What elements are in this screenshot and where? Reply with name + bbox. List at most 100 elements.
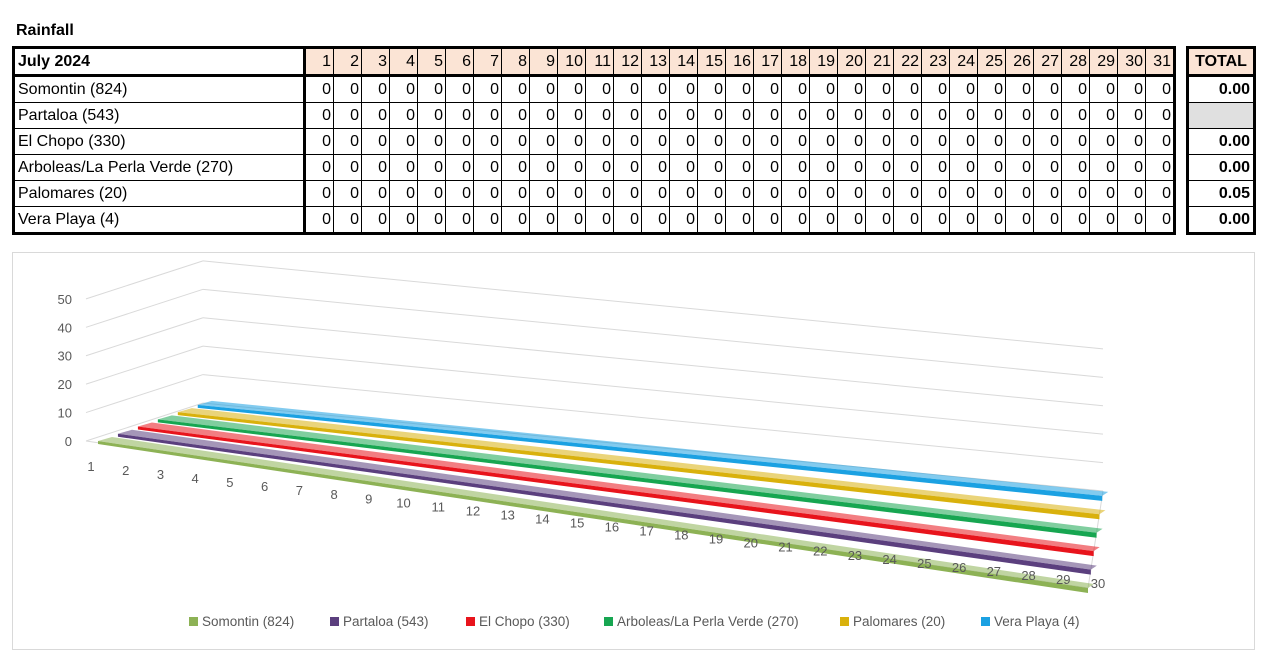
- rainfall-cell[interactable]: 0: [557, 154, 586, 181]
- rainfall-cell[interactable]: 0: [1033, 102, 1062, 129]
- rainfall-cell[interactable]: 0: [529, 75, 558, 103]
- day-header[interactable]: 23: [921, 47, 950, 77]
- rainfall-cell[interactable]: 0: [445, 154, 474, 181]
- rainfall-cell[interactable]: 0: [473, 102, 502, 129]
- day-header[interactable]: 25: [977, 47, 1006, 77]
- rainfall-cell[interactable]: 0: [977, 102, 1006, 129]
- day-header[interactable]: 30: [1117, 47, 1146, 77]
- rainfall-cell[interactable]: 0: [1033, 206, 1062, 234]
- rainfall-cell[interactable]: 0: [641, 75, 670, 103]
- rainfall-cell[interactable]: 0: [1145, 128, 1175, 155]
- rainfall-cell[interactable]: 0: [921, 102, 950, 129]
- rainfall-cell[interactable]: 0: [1117, 75, 1146, 103]
- rainfall-cell[interactable]: 0: [949, 75, 978, 103]
- rainfall-cell[interactable]: 0: [1089, 180, 1118, 207]
- rainfall-cell[interactable]: 0: [1089, 206, 1118, 234]
- total-cell[interactable]: 0.00: [1187, 154, 1255, 181]
- rainfall-cell[interactable]: 0: [473, 154, 502, 181]
- rainfall-cell[interactable]: 0: [697, 206, 726, 234]
- rainfall-cell[interactable]: 0: [977, 206, 1006, 234]
- day-header[interactable]: 24: [949, 47, 978, 77]
- rainfall-cell[interactable]: 0: [753, 75, 782, 103]
- rainfall-cell[interactable]: 0: [753, 154, 782, 181]
- rainfall-cell[interactable]: 0: [333, 102, 362, 129]
- rainfall-cell[interactable]: 0: [781, 75, 810, 103]
- rainfall-cell[interactable]: 0: [501, 128, 530, 155]
- rainfall-cell[interactable]: 0: [1145, 154, 1175, 181]
- day-header[interactable]: 12: [613, 47, 642, 77]
- rainfall-cell[interactable]: 0: [921, 128, 950, 155]
- rainfall-cell[interactable]: 0: [417, 154, 446, 181]
- rainfall-cell[interactable]: 0: [585, 102, 614, 129]
- rainfall-cell[interactable]: 0: [529, 154, 558, 181]
- rainfall-cell[interactable]: 0: [1089, 75, 1118, 103]
- rainfall-cell[interactable]: 0: [557, 206, 586, 234]
- rainfall-cell[interactable]: 0: [837, 102, 866, 129]
- rainfall-cell[interactable]: 0: [585, 154, 614, 181]
- rainfall-cell[interactable]: 0: [445, 206, 474, 234]
- rainfall-cell[interactable]: 0: [865, 180, 894, 207]
- rainfall-cell[interactable]: 0: [1033, 75, 1062, 103]
- rainfall-cell[interactable]: 0: [1061, 128, 1090, 155]
- day-header[interactable]: 17: [753, 47, 782, 77]
- total-cell[interactable]: 0.05: [1187, 180, 1255, 207]
- rainfall-cell[interactable]: 0: [837, 180, 866, 207]
- rainfall-cell[interactable]: 0: [669, 75, 698, 103]
- day-header[interactable]: 21: [865, 47, 894, 77]
- rainfall-cell[interactable]: 0: [753, 102, 782, 129]
- rainfall-cell[interactable]: 0: [837, 154, 866, 181]
- rainfall-cell[interactable]: 0: [697, 75, 726, 103]
- rainfall-cell[interactable]: 0: [725, 180, 754, 207]
- rainfall-cell[interactable]: 0: [613, 128, 642, 155]
- rainfall-cell[interactable]: 0: [1089, 102, 1118, 129]
- rainfall-cell[interactable]: 0: [473, 206, 502, 234]
- rainfall-cell[interactable]: 0: [781, 180, 810, 207]
- rainfall-cell[interactable]: 0: [809, 128, 838, 155]
- day-header[interactable]: 29: [1089, 47, 1118, 77]
- station-name-cell[interactable]: Partaloa (543): [13, 102, 306, 129]
- rainfall-cell[interactable]: 0: [977, 180, 1006, 207]
- rainfall-cell[interactable]: 0: [809, 154, 838, 181]
- month-label[interactable]: July 2024: [13, 47, 306, 77]
- rainfall-cell[interactable]: 0: [1117, 206, 1146, 234]
- day-header[interactable]: 9: [529, 47, 558, 77]
- rainfall-cell[interactable]: 0: [304, 75, 334, 103]
- rainfall-cell[interactable]: 0: [304, 102, 334, 129]
- rainfall-cell[interactable]: 0: [1061, 180, 1090, 207]
- day-header[interactable]: 8: [501, 47, 530, 77]
- rainfall-cell[interactable]: 0: [949, 180, 978, 207]
- rainfall-cell[interactable]: 0: [1005, 180, 1034, 207]
- rainfall-cell[interactable]: 0: [389, 75, 418, 103]
- rainfall-cell[interactable]: 0: [641, 154, 670, 181]
- rainfall-cell[interactable]: 0: [977, 75, 1006, 103]
- rainfall-cell[interactable]: 0: [669, 206, 698, 234]
- rainfall-cell[interactable]: 0: [613, 206, 642, 234]
- rainfall-cell[interactable]: 0: [613, 180, 642, 207]
- rainfall-cell[interactable]: 0: [473, 128, 502, 155]
- rainfall-cell[interactable]: 0: [669, 128, 698, 155]
- rainfall-cell[interactable]: 0: [417, 206, 446, 234]
- day-header[interactable]: 3: [361, 47, 390, 77]
- rainfall-cell[interactable]: 0: [473, 75, 502, 103]
- rainfall-cell[interactable]: 0: [361, 102, 390, 129]
- rainfall-cell[interactable]: 0: [949, 102, 978, 129]
- rainfall-cell[interactable]: 0: [697, 128, 726, 155]
- day-header[interactable]: 5: [417, 47, 446, 77]
- rainfall-cell[interactable]: 0: [921, 154, 950, 181]
- rainfall-cell[interactable]: 0: [389, 102, 418, 129]
- rainfall-cell[interactable]: 0: [529, 128, 558, 155]
- day-header[interactable]: 27: [1033, 47, 1062, 77]
- rainfall-cell[interactable]: 0: [921, 75, 950, 103]
- rainfall-cell[interactable]: 0: [865, 128, 894, 155]
- day-header[interactable]: 26: [1005, 47, 1034, 77]
- total-cell[interactable]: 0.00: [1187, 75, 1255, 103]
- day-header[interactable]: 15: [697, 47, 726, 77]
- rainfall-cell[interactable]: 0: [1061, 102, 1090, 129]
- rainfall-cell[interactable]: 0: [669, 180, 698, 207]
- rainfall-cell[interactable]: 0: [1005, 154, 1034, 181]
- rainfall-cell[interactable]: 0: [921, 180, 950, 207]
- rainfall-cell[interactable]: 0: [585, 128, 614, 155]
- rainfall-cell[interactable]: 0: [1005, 75, 1034, 103]
- station-name-cell[interactable]: Arboleas/La Perla Verde (270): [13, 154, 306, 181]
- rainfall-cell[interactable]: 0: [1117, 154, 1146, 181]
